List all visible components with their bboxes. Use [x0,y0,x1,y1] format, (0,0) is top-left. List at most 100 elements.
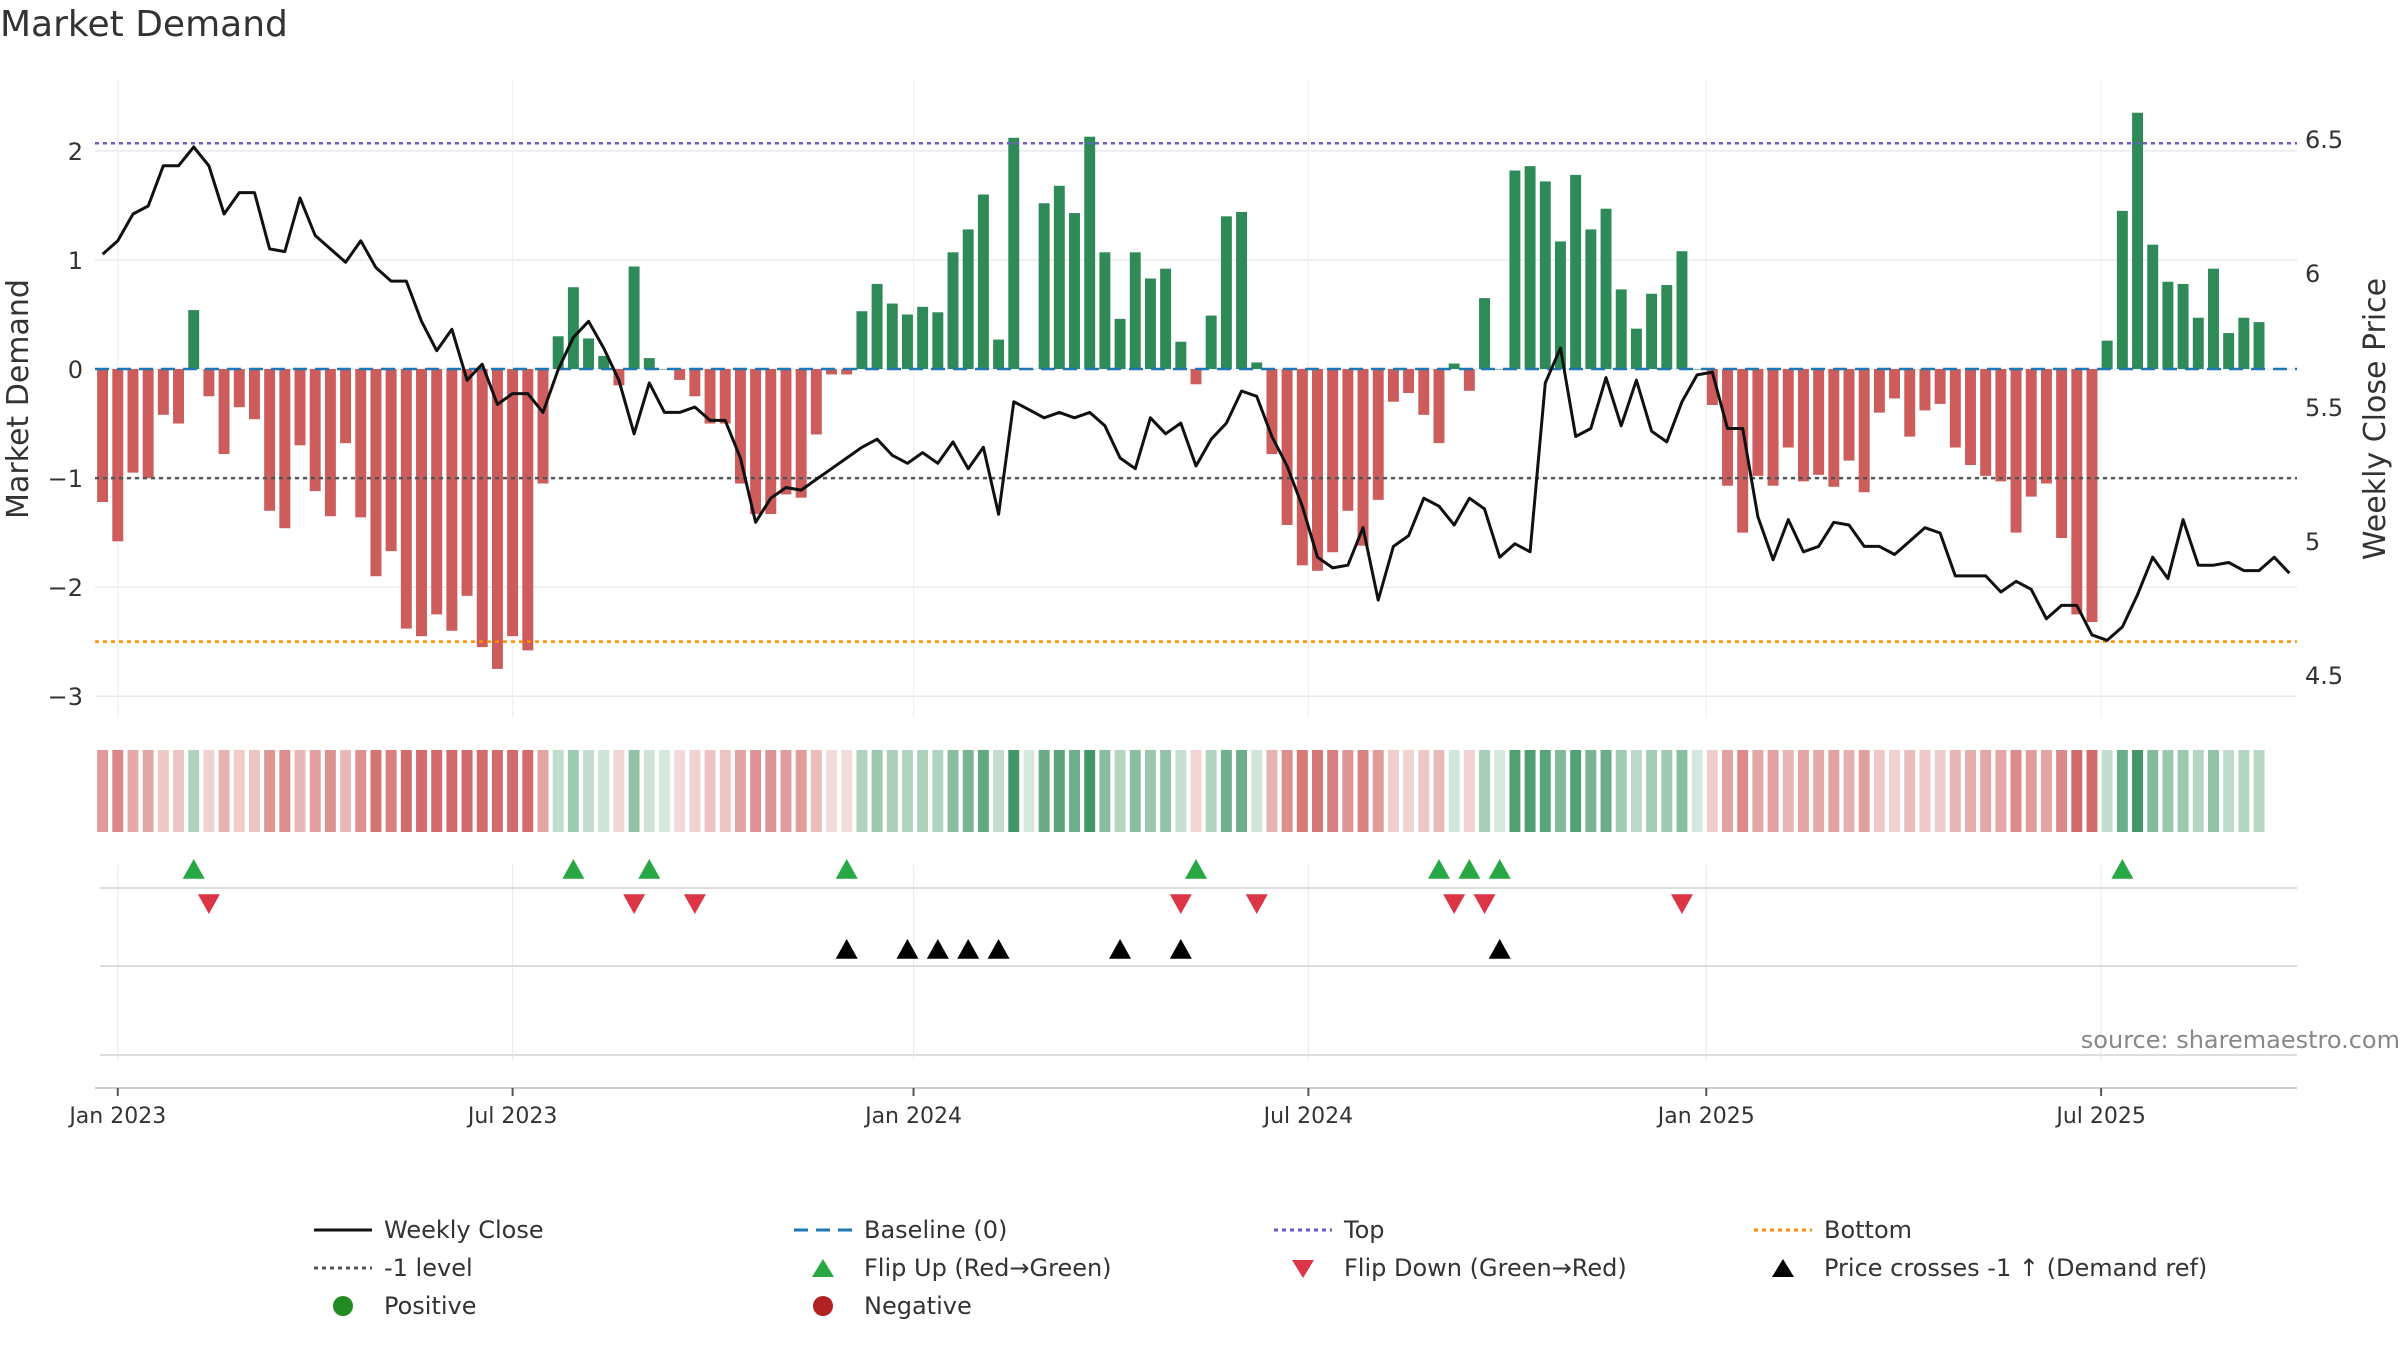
demand-bar [765,369,777,515]
flip-up-marker [562,859,585,879]
heat-strip-cell [1782,750,1794,832]
heat-strip-cell [977,750,989,832]
heat-strip-cell [2177,750,2189,832]
demand-bar [491,369,503,669]
heat-strip-cell [1448,750,1460,832]
demand-bar [628,266,640,370]
heat-strip-cell [248,750,260,832]
demand-bar [2056,369,2068,539]
heat-strip-cell [1965,750,1976,832]
demand-bar [233,369,245,408]
source-label: source: sharemaestro.com [2080,1026,2400,1054]
heat-strip-cell [613,750,625,832]
price-cross-marker [1109,939,1132,959]
legend-label-baseline: Baseline (0) [864,1216,1008,1244]
heat-strip-cell [385,750,397,832]
demand-bar [826,369,837,375]
heat-strip-cell [537,750,549,832]
demand-bar [810,369,822,435]
demand-bar [674,369,686,380]
heat-strip-cell [2116,750,2128,832]
heat-strip-cell [1691,750,1703,832]
heat-strip-cell [750,750,762,832]
demand-bar [1448,363,1460,370]
heat-strip-cell [1220,750,1232,832]
heat-strip-cell [1312,750,1323,832]
heat-strip-cell [1403,750,1415,832]
heat-strip-cell [1630,750,1642,832]
demand-bar [2208,268,2219,370]
heat-strip-cell [2238,750,2250,832]
demand-bar [1752,369,1764,476]
demand-bar [643,358,655,370]
demand-bar [2010,369,2022,533]
flip-down-marker [1169,894,1192,914]
heat-strip-cell [1904,750,1916,832]
demand-bar [2253,322,2265,370]
heat-strip-cell [2253,750,2265,832]
demand-bar [1813,369,1825,475]
demand-bar [932,312,944,370]
heat-strip-cell [1737,750,1749,832]
demand-bar [112,369,124,542]
price-cross-marker [835,939,858,959]
heat-strip-cell [1114,750,1126,832]
x-tick-label: Jan 2023 [67,1104,166,1129]
legend-item-minus1: -1 level [312,1253,473,1283]
demand-bar [2086,369,2098,623]
heat-strip-cell [734,750,746,832]
demand-bar [1251,362,1263,370]
demand-bar [1539,181,1551,370]
heat-strip-cell [340,750,352,832]
demand-bar [264,369,276,511]
heat-strip-cell [1372,750,1384,832]
heat-strip-cell [1296,750,1308,832]
demand-bar [1934,369,1946,404]
demand-bar [142,369,154,479]
demand-bar [1069,213,1080,370]
heat-strip-cell [476,750,488,832]
heat-strip-cell [1099,750,1111,832]
flip-up-marker [1458,859,1481,879]
demand-bar [1160,268,1172,370]
heat-strip-cell [1463,750,1475,832]
heat-strip-cell [2192,750,2204,832]
demand-bar [1479,298,1491,370]
demand-bar [917,306,929,370]
heat-strip-cell [400,750,412,832]
x-tick-label: Jan 2024 [863,1104,962,1129]
y-tick-label-left: 0 [68,356,83,384]
heat-strip-cell [2162,750,2174,832]
price-cross-marker [896,939,919,959]
heat-strip-cell [233,750,245,832]
demand-bar [2025,369,2037,497]
heat-strip-cell [1980,750,1992,832]
demand-bar [583,338,595,370]
top-swatch [1274,1228,1332,1232]
y-tick-label-left: 2 [68,138,83,166]
demand-bar [1980,369,1992,476]
heat-strip-cell [1873,750,1885,832]
demand-bar [1494,369,1506,370]
price-cross-marker [1169,939,1192,959]
heat-strip-cell [1266,750,1278,832]
demand-bar [1099,252,1111,370]
legend-item-weekly-close: Weekly Close [312,1215,544,1245]
demand-bar [1828,369,1840,487]
demand-bar [734,369,746,484]
demand-bar [1782,369,1794,448]
heat-strip-cell [1615,750,1627,832]
demand-bar [962,229,974,370]
heat-strip-cell [2132,750,2144,832]
demand-bar [1418,369,1430,415]
demand-bar [1767,369,1779,486]
heat-strip-cell [1828,750,1840,832]
demand-bar [2223,333,2235,370]
heat-strip-cell [886,750,898,832]
demand-bar [1084,136,1096,370]
demand-bar [309,369,321,492]
heat-strip-cell [932,750,944,832]
demand-bar [1965,369,1976,465]
heat-strip-cell [2056,750,2068,832]
heat-strip-cell [173,750,184,832]
